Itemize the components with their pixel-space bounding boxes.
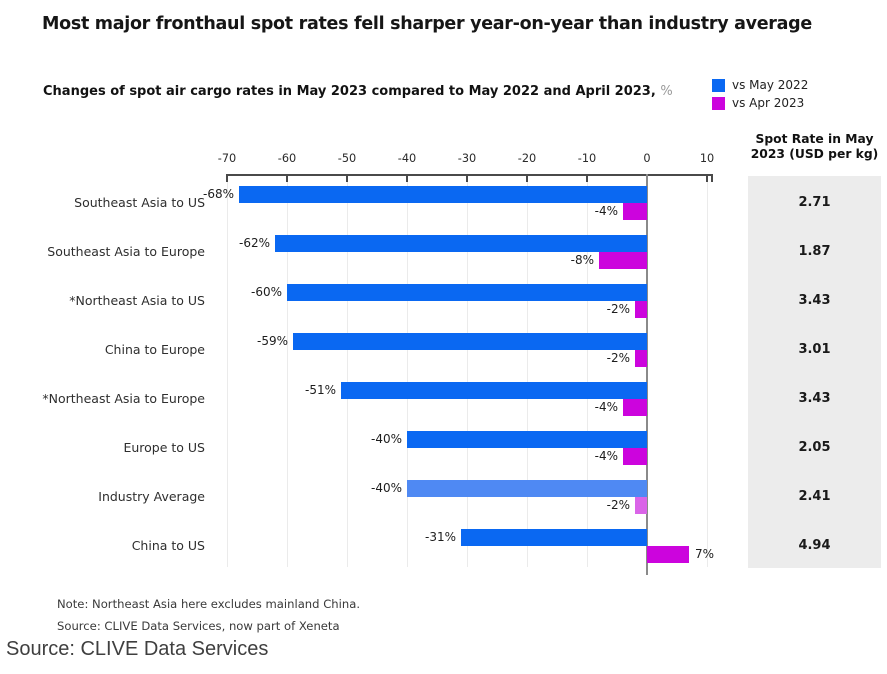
chart-subtitle: Changes of spot air cargo rates in May 2… (43, 84, 673, 99)
axis-tick-label: -10 (577, 152, 597, 165)
bar-value-label: -8% (570, 253, 594, 267)
bar-vs-may-2022 (287, 284, 647, 301)
legend-label: vs May 2022 (732, 78, 809, 92)
spot-rate-value: 3.01 (798, 342, 831, 357)
axis-tick-label: -40 (397, 152, 417, 165)
axis-tick-label: -70 (217, 152, 237, 165)
bar-value-label: -31% (424, 530, 456, 544)
axis-gridline (527, 174, 528, 567)
chart-source: Source: CLIVE Data Services, now part of… (57, 619, 340, 633)
bar-value-label: -4% (594, 204, 618, 218)
legend-swatch-icon (712, 96, 725, 110)
axis-tick-label: -30 (457, 152, 477, 165)
page-caption: Source: CLIVE Data Services (6, 638, 269, 660)
bar-value-label: -59% (256, 334, 288, 348)
bar-vs-may-2022 (341, 382, 647, 399)
bar-value-label: -68% (202, 187, 234, 201)
bar-value-label: -40% (370, 481, 402, 495)
bar-vs-apr-2023 (635, 301, 647, 318)
spot-rate-value: 2.41 (798, 489, 831, 504)
axis-tick-label: 0 (643, 152, 651, 165)
axis-tick-label: -50 (337, 152, 357, 165)
chart-note: Note: Northeast Asia here excludes mainl… (57, 597, 360, 611)
bar-value-label: -62% (238, 236, 270, 250)
category-label: China to US (131, 538, 205, 553)
bar-vs-apr-2023 (635, 350, 647, 367)
axis-gridline (407, 174, 408, 567)
category-label: Industry Average (98, 489, 205, 504)
bar-vs-may-2022 (461, 529, 647, 546)
spot-rate-value: 2.05 (798, 440, 831, 455)
axis-tick (586, 174, 588, 182)
bar-value-label: -2% (606, 302, 630, 316)
spot-rate-value: 1.87 (798, 244, 831, 259)
spot-rate-value: 3.43 (798, 293, 831, 308)
bar-vs-apr-2023 (647, 546, 689, 563)
bar-value-label: 7% (695, 547, 715, 561)
bar-vs-may-2022 (407, 480, 647, 497)
legend-item: vs May 2022 (712, 78, 808, 92)
bar-vs-apr-2023 (623, 203, 647, 220)
panel-header-line2: 2023 (USD per kg) (750, 147, 879, 161)
axis-tick (286, 174, 288, 182)
x-axis-line (227, 174, 713, 176)
axis-gridline (227, 174, 228, 567)
bar-vs-apr-2023 (623, 448, 647, 465)
legend-swatch-icon (712, 78, 725, 92)
bar-value-label: -4% (594, 449, 618, 463)
legend-label: vs Apr 2023 (732, 96, 805, 110)
bar-value-label: -2% (606, 351, 630, 365)
bar-value-label: -4% (594, 400, 618, 414)
subtitle-text: Changes of spot air cargo rates in May 2… (43, 84, 656, 99)
axis-gridline (287, 174, 288, 567)
spot-rate-value: 4.94 (798, 538, 831, 553)
bar-value-label: -51% (304, 383, 336, 397)
category-label: Southeast Asia to US (74, 195, 205, 210)
bar-vs-may-2022 (407, 431, 647, 448)
axis-tick (406, 174, 408, 182)
spot-rate-value: 3.43 (798, 391, 831, 406)
bar-vs-apr-2023 (599, 252, 647, 269)
chart-title: Most major fronthaul spot rates fell sha… (42, 14, 812, 34)
spot-rate-panel-header: Spot Rate in May 2023 (USD per kg) (736, 132, 887, 162)
axis-tick (346, 174, 348, 182)
legend-item: vs Apr 2023 (712, 96, 808, 110)
bar-vs-may-2022 (239, 186, 647, 203)
spot-rate-value: 2.71 (798, 195, 831, 210)
axis-tick-label: -60 (277, 152, 297, 165)
subtitle-unit: % (660, 84, 673, 99)
bar-value-label: -40% (370, 432, 402, 446)
legend: vs May 2022 vs Apr 2023 (712, 78, 808, 114)
axis-tick-label: 10 (699, 152, 715, 165)
axis-tick (526, 174, 528, 182)
panel-header-line1: Spot Rate in May (755, 132, 874, 146)
category-label: Europe to US (123, 440, 205, 455)
bar-vs-apr-2023 (623, 399, 647, 416)
category-label: *Northeast Asia to US (69, 293, 205, 308)
category-label: Southeast Asia to Europe (47, 244, 205, 259)
bar-value-label: -60% (250, 285, 282, 299)
zero-axis-line (646, 174, 648, 575)
axis-tick-label: -20 (517, 152, 537, 165)
bar-vs-apr-2023 (635, 497, 647, 514)
bar-value-label: -2% (606, 498, 630, 512)
bar-vs-may-2022 (275, 235, 647, 252)
axis-gridline (707, 174, 708, 567)
axis-gridline (467, 174, 468, 567)
axis-tick (706, 174, 708, 182)
axis-tick (711, 174, 713, 182)
axis-tick (466, 174, 468, 182)
category-label: *Northeast Asia to Europe (42, 391, 205, 406)
spot-rate-panel (748, 176, 881, 568)
bar-vs-may-2022 (293, 333, 647, 350)
axis-tick (226, 174, 228, 182)
axis-gridline (587, 174, 588, 567)
axis-gridline (347, 174, 348, 567)
category-label: China to Europe (104, 342, 205, 357)
